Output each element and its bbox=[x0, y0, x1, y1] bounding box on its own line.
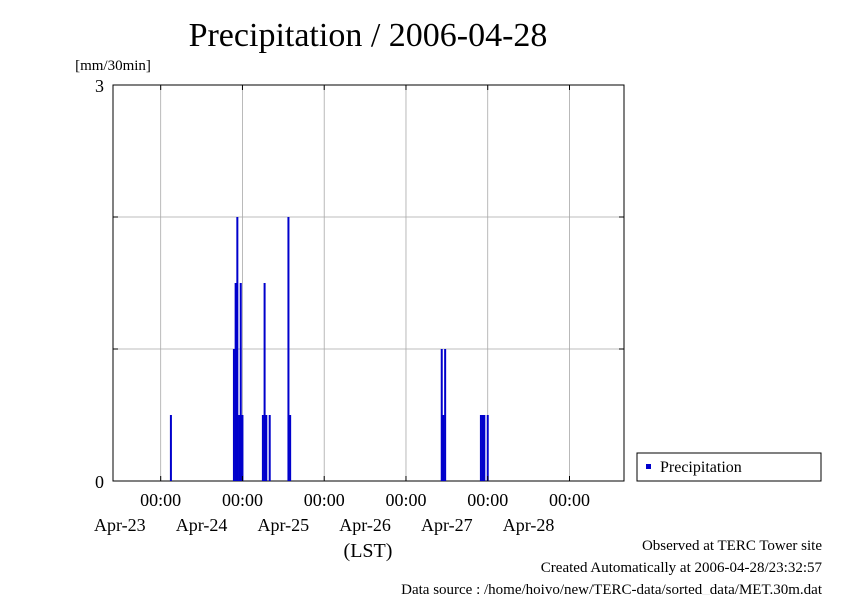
y-axis-label: [mm/30min] bbox=[75, 58, 151, 74]
ticks bbox=[113, 84, 624, 482]
x-tick-time-label: 00:00 bbox=[385, 490, 426, 510]
legend-label: Precipitation bbox=[660, 459, 742, 476]
x-tick-time-label: 00:00 bbox=[467, 490, 508, 510]
y-tick-label-bottom: 0 bbox=[95, 472, 104, 492]
footer-created: Created Automatically at 2006-04-28/23:3… bbox=[541, 560, 823, 576]
footer-source: Data source : /home/hoivo/new/TERC-data/… bbox=[401, 582, 823, 595]
x-tick-date-label: Apr-23 bbox=[94, 515, 146, 535]
x-tick-date-label: Apr-28 bbox=[503, 515, 555, 535]
x-tick-date-label: Apr-25 bbox=[258, 515, 310, 535]
bars bbox=[169, 217, 489, 481]
plot-area bbox=[112, 84, 625, 482]
x-tick-date-label: Apr-27 bbox=[421, 515, 473, 535]
x-tick-date-label: Apr-26 bbox=[339, 515, 391, 535]
x-tick-labels: 00:00 Apr-23 00:00 Apr-24 00:00 Apr-25 00:00 Ap… bbox=[94, 490, 590, 535]
plot-frame bbox=[112, 84, 625, 482]
x-tick-time-label: 00:00 bbox=[304, 490, 345, 510]
y-tick-label-top: 3 bbox=[95, 76, 104, 96]
legend-swatch bbox=[646, 464, 651, 469]
legend-box bbox=[636, 452, 822, 482]
x-tick-time-label: 00:00 bbox=[140, 490, 181, 510]
x-axis-label: (LST) bbox=[344, 540, 393, 562]
x-tick-time-label: 00:00 bbox=[549, 490, 590, 510]
x-tick-date-label: Apr-24 bbox=[176, 515, 228, 535]
legend: Precipitation bbox=[636, 452, 822, 482]
footer-observed: Observed at TERC Tower site bbox=[642, 538, 822, 554]
x-tick-time-label: 00:00 bbox=[222, 490, 263, 510]
grid bbox=[113, 85, 624, 481]
chart-title: Precipitation / 2006-04-28 bbox=[189, 17, 548, 54]
